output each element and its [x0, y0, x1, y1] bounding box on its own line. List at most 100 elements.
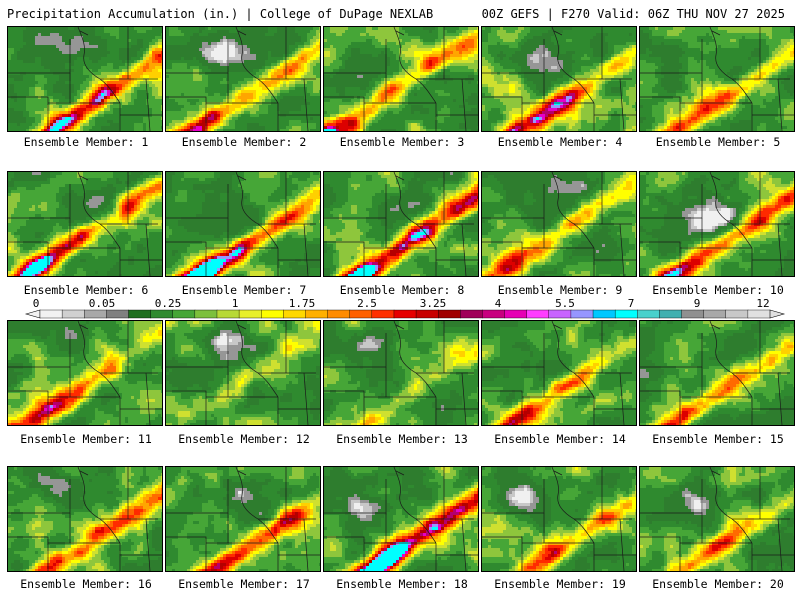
- member-map-4: [481, 26, 637, 132]
- precip-field: [482, 467, 636, 571]
- colorbar-swatch: [194, 309, 218, 319]
- map-title: Precipitation Accumulation (in.) | Colle…: [7, 7, 433, 21]
- colorbar-swatch: [261, 309, 284, 319]
- colorbar-swatch: [460, 309, 483, 319]
- precip-field: [482, 172, 636, 276]
- colorbar-swatch: [238, 309, 262, 319]
- colorbar-tick-label: 3.25: [420, 297, 447, 310]
- colorbar-swatch: [216, 309, 240, 319]
- state-borders: [324, 321, 478, 425]
- member-label: Ensemble Member: 8: [323, 283, 481, 297]
- member-label: Ensemble Member: 10: [639, 283, 797, 297]
- precip-field: [640, 467, 794, 571]
- precip-field: [482, 27, 636, 131]
- colorbar-swatch: [614, 309, 638, 319]
- state-borders: [166, 27, 320, 131]
- colorbar-tick-label: 4: [495, 297, 502, 310]
- state-borders: [482, 27, 636, 131]
- colorbar-max-arrow: [769, 309, 786, 319]
- precip-field: [324, 321, 478, 425]
- colorbar-tick-label: 1: [232, 297, 239, 310]
- colorbar-swatch: [437, 309, 461, 319]
- state-borders: [640, 172, 794, 276]
- member-label: Ensemble Member: 16: [7, 577, 165, 591]
- state-borders: [166, 321, 320, 425]
- colorbar-tick-label: 7: [628, 297, 635, 310]
- member-map-17: [165, 466, 321, 572]
- member-map-12: [165, 320, 321, 426]
- colorbar-swatch: [725, 309, 749, 319]
- state-borders: [324, 27, 478, 131]
- member-label: Ensemble Member: 2: [165, 135, 323, 149]
- member-map-20: [639, 466, 795, 572]
- precip-field: [640, 27, 794, 131]
- precip-field: [324, 172, 478, 276]
- member-map-15: [639, 320, 795, 426]
- member-map-8: [323, 171, 479, 277]
- member-label: Ensemble Member: 7: [165, 283, 323, 297]
- colorbar-swatch: [703, 309, 727, 319]
- colorbar-swatch: [106, 309, 129, 319]
- colorbar-tick-label: 0.25: [155, 297, 182, 310]
- colorbar-swatch: [570, 309, 594, 319]
- colorbar-swatch: [482, 309, 506, 319]
- member-label: Ensemble Member: 5: [639, 135, 797, 149]
- member-label: Ensemble Member: 14: [481, 432, 639, 446]
- colorbar-swatch: [371, 309, 395, 319]
- state-borders: [640, 27, 794, 131]
- member-map-10: [639, 171, 795, 277]
- member-label: Ensemble Member: 4: [481, 135, 639, 149]
- colorbar-swatch: [548, 309, 572, 319]
- precip-field: [166, 321, 320, 425]
- colorbar-swatch: [172, 309, 196, 319]
- colorbar-tick-label: 9: [694, 297, 701, 310]
- state-borders: [482, 467, 636, 571]
- colorbar-swatch: [504, 309, 528, 319]
- colorbar-tick-label: 2.5: [357, 297, 377, 310]
- member-map-14: [481, 320, 637, 426]
- colorbar-graphic: [24, 309, 786, 319]
- colorbar-tick-label: 0: [33, 297, 40, 310]
- member-map-11: [7, 320, 163, 426]
- member-map-7: [165, 171, 321, 277]
- colorbar-tick-label: 1.75: [289, 297, 316, 310]
- precip-field: [166, 27, 320, 131]
- colorbar-swatch: [393, 309, 417, 319]
- colorbar-swatch: [659, 309, 683, 319]
- member-label: Ensemble Member: 6: [7, 283, 165, 297]
- precip-field: [166, 467, 320, 571]
- colorbar-tick-label: 5.5: [555, 297, 575, 310]
- precip-field: [324, 27, 478, 131]
- state-borders: [482, 321, 636, 425]
- member-label: Ensemble Member: 19: [481, 577, 639, 591]
- state-borders: [8, 321, 162, 425]
- precip-field: [8, 467, 162, 571]
- state-borders: [640, 467, 794, 571]
- colorbar-min-arrow: [24, 309, 41, 319]
- member-map-6: [7, 171, 163, 277]
- colorbar-swatch: [526, 309, 550, 319]
- colorbar-tick-label: 0.05: [89, 297, 116, 310]
- colorbar-swatch: [327, 309, 351, 319]
- colorbar-swatch: [637, 309, 660, 319]
- colorbar-swatch: [305, 309, 329, 319]
- run-valid-time: 00Z GEFS | F270 Valid: 06Z THU NOV 27 20…: [482, 7, 785, 21]
- colorbar-swatch: [349, 309, 373, 319]
- member-map-16: [7, 466, 163, 572]
- state-borders: [8, 467, 162, 571]
- colorbar-swatch: [128, 309, 152, 319]
- member-label: Ensemble Member: 13: [323, 432, 481, 446]
- colorbar-swatch: [61, 309, 85, 319]
- colorbar-swatch: [747, 309, 771, 319]
- colorbar-tick-label: 12: [756, 297, 769, 310]
- colorbar-swatch: [84, 309, 107, 319]
- precip-colorbar: [24, 309, 786, 319]
- colorbar-swatch: [681, 309, 705, 319]
- precip-field: [8, 172, 162, 276]
- state-borders: [166, 467, 320, 571]
- member-label: Ensemble Member: 11: [7, 432, 165, 446]
- member-map-19: [481, 466, 637, 572]
- member-map-18: [323, 466, 479, 572]
- precip-field: [640, 172, 794, 276]
- precip-field: [166, 172, 320, 276]
